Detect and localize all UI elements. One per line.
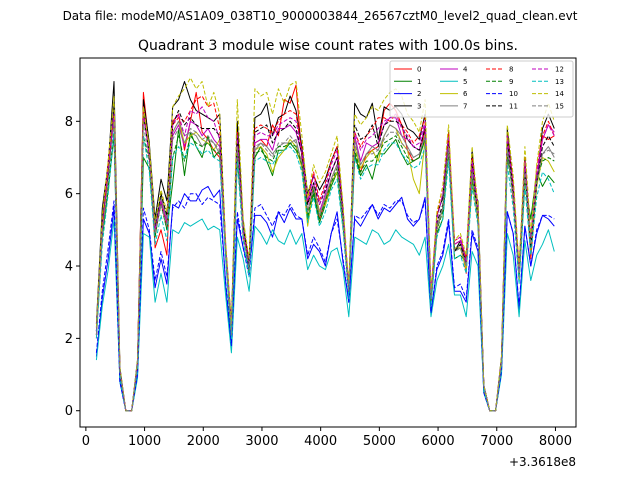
x-tick-label: 6000 (422, 434, 455, 449)
legend-label-2: 2 (417, 90, 421, 98)
suptitle: Data file: modeM0/AS1A09_038T10_90000038… (63, 9, 578, 23)
x-offset-label: +3.3618e8 (509, 455, 576, 469)
y-axis: 0 2 4 6 8 (65, 115, 80, 419)
legend-label-7: 7 (463, 102, 467, 110)
legend-label-5: 5 (463, 78, 467, 86)
x-tick-label: 2000 (187, 434, 220, 449)
y-tick-label: 6 (65, 187, 73, 202)
x-tick-label: 1000 (128, 434, 161, 449)
series-line-10 (95, 193, 555, 412)
legend-label-14: 14 (555, 90, 564, 98)
y-tick-label: 4 (65, 260, 73, 275)
legend-label-15: 15 (555, 102, 564, 110)
legend-label-0: 0 (417, 66, 421, 74)
y-tick-label: 2 (65, 332, 73, 347)
legend-label-12: 12 (555, 66, 564, 74)
legend-label-10: 10 (509, 90, 518, 98)
y-tick-label: 0 (65, 404, 73, 419)
series-line-15 (95, 120, 555, 412)
legend-label-4: 4 (463, 66, 468, 74)
series-line-5 (95, 218, 555, 412)
series-line-14 (95, 77, 555, 412)
series-line-13 (95, 131, 555, 412)
legend-label-8: 8 (509, 66, 513, 74)
x-tick-label: 3000 (245, 434, 278, 449)
x-tick-label: 5000 (363, 434, 396, 449)
legend-box (389, 60, 574, 118)
x-tick-label: 4000 (304, 434, 337, 449)
series-layer (95, 77, 555, 412)
x-tick-label: 8000 (539, 434, 572, 449)
y-tick-label: 8 (65, 115, 73, 130)
legend-label-11: 11 (509, 102, 518, 110)
x-tick-label: 7000 (480, 434, 513, 449)
legend-label-3: 3 (417, 102, 421, 110)
x-tick-label: 0 (82, 434, 90, 449)
legend-label-1: 1 (417, 78, 421, 86)
series-line-8 (95, 95, 555, 412)
legend-label-13: 13 (555, 78, 564, 86)
plot-frame (79, 57, 577, 428)
legend-label-6: 6 (463, 90, 468, 98)
chart-title: Quadrant 3 module wise count rates with … (138, 38, 518, 54)
legend-label-9: 9 (509, 78, 513, 86)
x-axis: 0 1000 2000 3000 4000 5000 6000 7000 8000 (82, 427, 572, 449)
